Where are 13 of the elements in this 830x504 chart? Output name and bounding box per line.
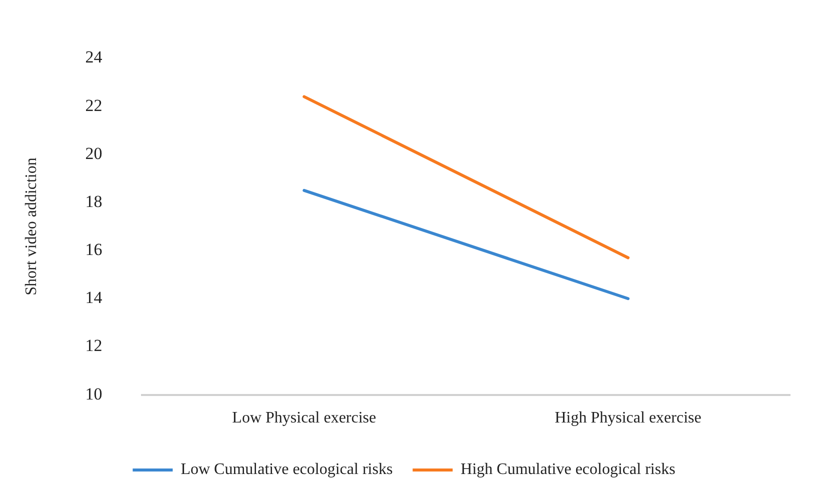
legend-label: High Cumulative ecological risks <box>460 461 676 478</box>
y-tick-label: 18 <box>85 192 102 211</box>
y-tick-label: 16 <box>85 240 102 260</box>
y-tick-label: 14 <box>85 288 103 308</box>
y-tick-label: 20 <box>85 144 102 163</box>
y-tick-label: 22 <box>85 96 102 115</box>
legend-label: Low Cumulative ecological risks <box>180 461 393 478</box>
y-axis-title: Short video addiction <box>22 158 40 296</box>
y-tick-label: 24 <box>85 48 103 67</box>
x-tick-label: Low Physical exercise <box>232 410 376 427</box>
y-tick-label: 12 <box>85 336 102 356</box>
x-tick-label: High Physical exercise <box>554 410 702 427</box>
y-tick-label: 10 <box>85 384 102 404</box>
